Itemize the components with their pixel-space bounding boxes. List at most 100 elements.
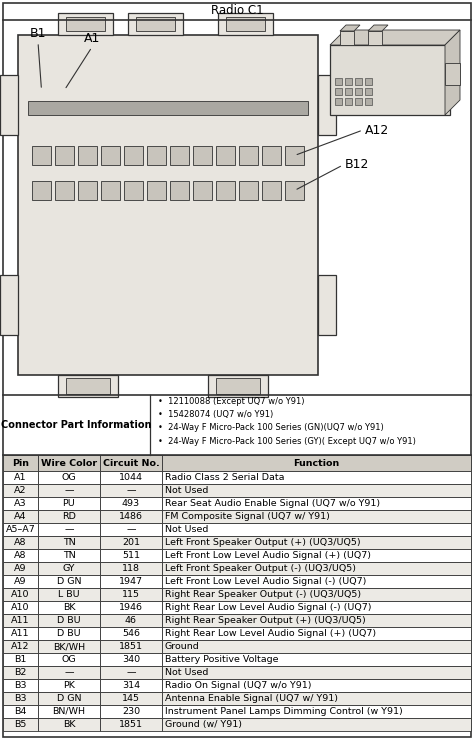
Bar	[100, 679, 162, 692]
Bar	[3, 523, 38, 536]
Text: OG: OG	[62, 655, 76, 664]
Text: B2: B2	[14, 668, 27, 677]
Bar	[170, 181, 189, 200]
Bar	[38, 536, 100, 549]
Bar	[3, 653, 38, 666]
Bar	[3, 640, 38, 653]
Text: 115: 115	[122, 590, 140, 599]
Bar	[38, 705, 100, 718]
Bar	[285, 181, 304, 200]
Bar	[38, 562, 100, 575]
Text: A8: A8	[14, 551, 27, 560]
Bar	[3, 614, 38, 627]
Bar	[162, 471, 471, 484]
Bar	[38, 455, 100, 471]
Text: •  15428074 (UQ7 w/o Y91): • 15428074 (UQ7 w/o Y91)	[158, 409, 273, 419]
Bar	[136, 17, 175, 31]
Bar	[100, 523, 162, 536]
Text: OG: OG	[62, 473, 76, 482]
Text: Not Used: Not Used	[165, 668, 209, 677]
Text: Not Used: Not Used	[165, 525, 209, 534]
Bar	[3, 484, 38, 497]
Text: BN/WH: BN/WH	[53, 707, 85, 716]
Bar	[100, 497, 162, 510]
Bar	[100, 666, 162, 679]
Bar	[0, 275, 18, 335]
Text: •  24-Way F Micro-Pack 100 Series (GN)(UQ7 w/o Y91): • 24-Way F Micro-Pack 100 Series (GN)(UQ…	[158, 423, 384, 432]
Text: A4: A4	[14, 512, 27, 521]
Text: FM Composite Signal (UQ7 w/ Y91): FM Composite Signal (UQ7 w/ Y91)	[165, 512, 330, 521]
Text: A2: A2	[14, 486, 27, 495]
Text: Not Used: Not Used	[165, 486, 209, 495]
Bar	[100, 692, 162, 705]
Text: B3: B3	[14, 681, 27, 690]
Bar	[262, 146, 281, 165]
Text: 1851: 1851	[119, 642, 143, 651]
Bar	[3, 536, 38, 549]
Bar	[38, 588, 100, 601]
Text: Pin: Pin	[12, 459, 29, 468]
Text: L BU: L BU	[58, 590, 80, 599]
Bar	[3, 510, 38, 523]
Bar	[193, 146, 212, 165]
Text: 493: 493	[122, 499, 140, 508]
Bar	[3, 718, 38, 731]
Bar	[162, 523, 471, 536]
Text: Right Rear Low Level Audio Signal (-) (UQ7): Right Rear Low Level Audio Signal (-) (U…	[165, 603, 372, 612]
Text: Left Front Low Level Audio Signal (-) (UQ7): Left Front Low Level Audio Signal (-) (U…	[165, 577, 366, 586]
Bar	[100, 614, 162, 627]
Bar	[162, 562, 471, 575]
Bar	[38, 666, 100, 679]
Bar	[226, 17, 265, 31]
Text: A8: A8	[14, 538, 27, 547]
Bar	[38, 627, 100, 640]
Bar	[55, 146, 74, 165]
Text: A10: A10	[11, 590, 30, 599]
Bar	[3, 497, 38, 510]
Bar	[32, 146, 51, 165]
Bar	[66, 378, 110, 394]
Bar	[55, 181, 74, 200]
Bar	[100, 536, 162, 549]
Bar	[239, 181, 258, 200]
Text: Right Rear Speaker Output (-) (UQ3/UQ5): Right Rear Speaker Output (-) (UQ3/UQ5)	[165, 590, 361, 599]
Text: 145: 145	[122, 694, 140, 703]
Text: Left Front Speaker Output (+) (UQ3/UQ5): Left Front Speaker Output (+) (UQ3/UQ5)	[165, 538, 361, 547]
Text: Radio Class 2 Serial Data: Radio Class 2 Serial Data	[165, 473, 284, 482]
Text: —: —	[64, 668, 74, 677]
Text: —: —	[126, 525, 136, 534]
Text: GY: GY	[63, 564, 75, 573]
Text: Left Front Low Level Audio Signal (+) (UQ7): Left Front Low Level Audio Signal (+) (U…	[165, 551, 371, 560]
Bar	[38, 575, 100, 588]
Bar	[38, 549, 100, 562]
Bar	[38, 523, 100, 536]
Bar	[365, 78, 372, 85]
Bar	[218, 13, 273, 35]
Text: D GN: D GN	[57, 694, 81, 703]
Text: A9: A9	[14, 564, 27, 573]
Bar	[216, 146, 235, 165]
Bar	[345, 78, 352, 85]
Bar	[3, 601, 38, 614]
Bar	[100, 601, 162, 614]
Bar	[38, 718, 100, 731]
Bar	[147, 146, 166, 165]
Polygon shape	[368, 25, 388, 31]
Bar	[0, 75, 18, 135]
Bar	[78, 181, 97, 200]
Bar	[3, 455, 38, 471]
Bar	[3, 666, 38, 679]
Text: •  12110088 (Except UQ7 w/o Y91): • 12110088 (Except UQ7 w/o Y91)	[158, 397, 304, 406]
Text: 1486: 1486	[119, 512, 143, 521]
Bar	[100, 705, 162, 718]
Text: —: —	[126, 668, 136, 677]
Text: Antenna Enable Signal (UQ7 w/ Y91): Antenna Enable Signal (UQ7 w/ Y91)	[165, 694, 338, 703]
Bar	[18, 35, 318, 375]
Bar	[100, 588, 162, 601]
Bar	[162, 705, 471, 718]
Text: Radio C1: Radio C1	[210, 4, 264, 16]
Bar	[365, 98, 372, 105]
Text: A5–A7: A5–A7	[6, 525, 36, 534]
Bar	[100, 484, 162, 497]
Bar	[147, 181, 166, 200]
